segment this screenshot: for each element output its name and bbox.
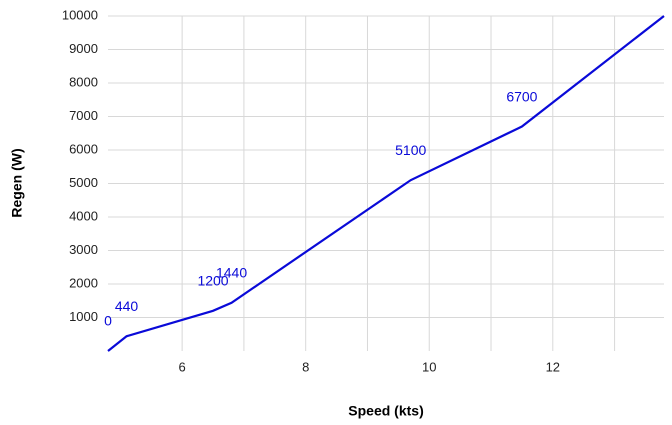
x-tick-label: 12: [546, 359, 560, 374]
x-tick-label: 6: [179, 359, 186, 374]
y-tick-label: 2000: [69, 275, 98, 290]
y-tick-label: 6000: [69, 141, 98, 156]
y-tick-label: 9000: [69, 41, 98, 56]
value-label: 1440: [216, 264, 247, 280]
value-label: 1200: [197, 273, 228, 289]
y-tick-label: 1000: [69, 309, 98, 324]
value-label: 440: [115, 298, 139, 314]
y-tick-label: 3000: [69, 242, 98, 257]
y-tick-label: 5000: [69, 175, 98, 190]
x-tick-label: 8: [302, 359, 309, 374]
y-tick-label: 4000: [69, 208, 98, 223]
data-line: [107, 15, 665, 352]
y-tick-label: 10000: [62, 7, 98, 22]
value-label: 5100: [395, 142, 426, 158]
value-label: 6700: [506, 88, 537, 104]
y-tick-label: 7000: [69, 108, 98, 123]
y-tick-label: 8000: [69, 74, 98, 89]
x-axis-title: Speed (kts): [348, 403, 423, 419]
value-label: 0: [104, 313, 112, 329]
x-tick-label: 10: [422, 359, 436, 374]
y-axis-title: Regen (W): [9, 148, 25, 217]
